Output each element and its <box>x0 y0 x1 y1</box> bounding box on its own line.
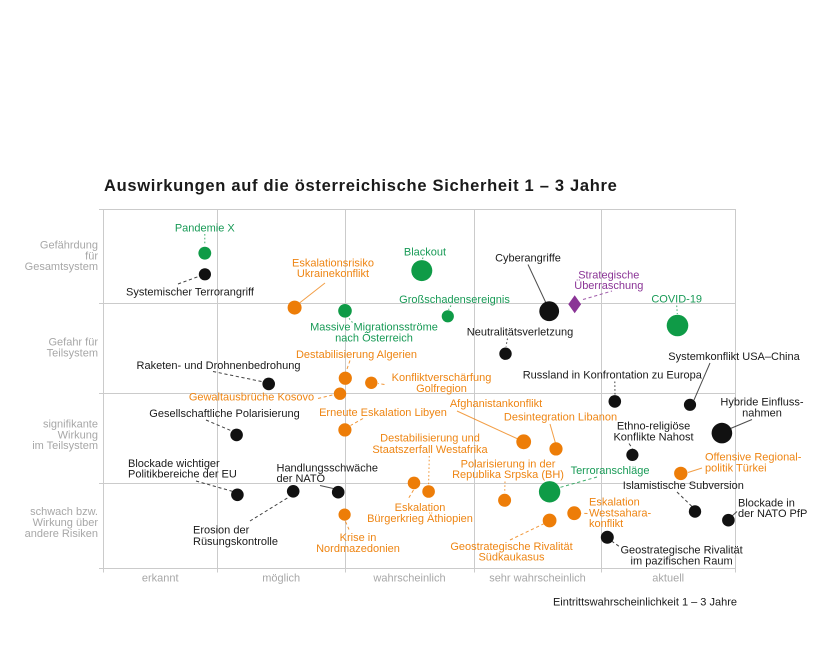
svg-text:der NATO PfP: der NATO PfP <box>738 508 807 520</box>
svg-text:Polarisierung in der: Polarisierung in der <box>461 458 556 470</box>
svg-text:Handlungsschwäche: Handlungsschwäche <box>277 462 379 474</box>
svg-text:Blackout: Blackout <box>404 246 446 258</box>
svg-text:Gefährdung: Gefährdung <box>40 240 98 252</box>
svg-text:der NATO: der NATO <box>277 473 326 485</box>
svg-text:Systemischer Terrorangriff: Systemischer Terrorangriff <box>126 286 255 298</box>
svg-text:Destabilisierung Algerien: Destabilisierung Algerien <box>296 349 417 361</box>
svg-text:Konfliktverschärfung: Konfliktverschärfung <box>392 372 492 384</box>
svg-text:Politikbereiche der EU: Politikbereiche der EU <box>128 469 237 481</box>
svg-text:politik Türkei: politik Türkei <box>705 462 767 474</box>
svg-text:im pazifischen Raum: im pazifischen Raum <box>631 556 733 568</box>
svg-text:Südkaukasus: Südkaukasus <box>478 552 545 564</box>
svg-text:Gefahr für: Gefahr für <box>48 337 98 349</box>
svg-text:Bürgerkrieg Äthiopien: Bürgerkrieg Äthiopien <box>367 513 473 525</box>
svg-text:COVID-19: COVID-19 <box>651 294 702 306</box>
svg-text:Auswirkungen auf die österreic: Auswirkungen auf die österreichische Sic… <box>104 177 618 195</box>
svg-text:andere Risiken: andere Risiken <box>25 528 98 540</box>
svg-text:Gesellschaftliche Polarisierun: Gesellschaftliche Polarisierung <box>149 408 299 420</box>
svg-text:Cyberangriffe: Cyberangriffe <box>495 253 561 265</box>
svg-text:Teilsystem: Teilsystem <box>47 347 98 359</box>
svg-text:Golfregion: Golfregion <box>416 383 467 395</box>
svg-text:Gewaltausbrüche Kosovo: Gewaltausbrüche Kosovo <box>189 392 314 404</box>
svg-text:Afghanistankonflikt: Afghanistankonflikt <box>450 398 542 410</box>
svg-text:Eskalation: Eskalation <box>589 497 640 509</box>
svg-text:Blockade in: Blockade in <box>738 497 795 509</box>
svg-text:Geostrategische Rivalität: Geostrategische Rivalität <box>620 544 742 556</box>
svg-text:Wirkung: Wirkung <box>58 429 98 441</box>
svg-text:Erneute Eskalation Libyen: Erneute Eskalation Libyen <box>319 407 447 419</box>
svg-text:Westsahara-: Westsahara- <box>589 507 651 519</box>
svg-text:konflikt: konflikt <box>589 518 623 530</box>
svg-text:Überraschung: Überraschung <box>574 280 643 292</box>
svg-text:signifikante: signifikante <box>43 419 98 431</box>
svg-text:Konflikte Nahost: Konflikte Nahost <box>613 431 693 443</box>
svg-text:Hybride Einfluss-: Hybride Einfluss- <box>720 397 803 409</box>
svg-text:Islamistische Subversion: Islamistische Subversion <box>623 480 744 492</box>
svg-text:Neutralitätsverletzung: Neutralitätsverletzung <box>467 327 573 339</box>
svg-text:nach Österreich: nach Österreich <box>335 332 413 344</box>
svg-text:Russland in Konfrontation zu E: Russland in Konfrontation zu Europa <box>523 369 703 381</box>
svg-text:Republika Srpska (BH): Republika Srpska (BH) <box>452 469 564 481</box>
svg-text:sehr wahrscheinlich: sehr wahrscheinlich <box>489 573 586 585</box>
svg-text:Eskalationsrisiko: Eskalationsrisiko <box>292 257 374 269</box>
svg-text:Gesamtsystem: Gesamtsystem <box>25 261 98 273</box>
svg-text:Destabilisierung und: Destabilisierung und <box>380 433 480 445</box>
svg-text:wahrscheinlich: wahrscheinlich <box>372 573 445 585</box>
svg-text:Eintrittswahrscheinlichkeit 1: Eintrittswahrscheinlichkeit 1 – 3 Jahre <box>553 597 737 609</box>
svg-text:Terroranschläge: Terroranschläge <box>571 465 650 477</box>
svg-text:Desintegration Libanon: Desintegration Libanon <box>504 411 617 423</box>
svg-text:Wirkung über: Wirkung über <box>33 517 99 529</box>
svg-text:für: für <box>85 250 98 262</box>
svg-text:Massive Migrationsströme: Massive Migrationsströme <box>310 322 438 334</box>
svg-text:Großschadensereignis: Großschadensereignis <box>399 294 510 306</box>
svg-text:Staatszerfall Westafrika: Staatszerfall Westafrika <box>372 444 488 456</box>
svg-text:im Teilsystem: im Teilsystem <box>32 440 98 452</box>
svg-text:Blockade wichtiger: Blockade wichtiger <box>128 458 220 470</box>
svg-text:Ukrainekonflikt: Ukrainekonflikt <box>297 268 369 280</box>
svg-text:Systemkonflikt USA–China: Systemkonflikt USA–China <box>668 351 800 363</box>
svg-text:Geostrategische Rivalität: Geostrategische Rivalität <box>450 541 572 553</box>
svg-text:erkannt: erkannt <box>142 573 179 585</box>
svg-text:schwach bzw.: schwach bzw. <box>30 506 98 518</box>
svg-text:aktuell: aktuell <box>652 573 684 585</box>
svg-text:Nordmazedonien: Nordmazedonien <box>316 543 400 555</box>
svg-text:Erosion der: Erosion der <box>193 525 250 537</box>
svg-text:Raketen- und Drohnenbedrohung: Raketen- und Drohnenbedrohung <box>137 360 301 372</box>
svg-text:Strategische: Strategische <box>578 269 639 281</box>
svg-text:möglich: möglich <box>262 573 300 585</box>
svg-text:Ethno-religiöse: Ethno-religiöse <box>617 421 690 433</box>
svg-text:Rüsungskontrolle: Rüsungskontrolle <box>193 536 278 548</box>
svg-text:Krise in: Krise in <box>340 532 377 544</box>
svg-text:Eskalation: Eskalation <box>395 502 446 514</box>
svg-text:Offensive Regional-: Offensive Regional- <box>705 452 802 464</box>
svg-text:Pandemie X: Pandemie X <box>175 223 236 235</box>
svg-text:nahmen: nahmen <box>742 407 782 419</box>
